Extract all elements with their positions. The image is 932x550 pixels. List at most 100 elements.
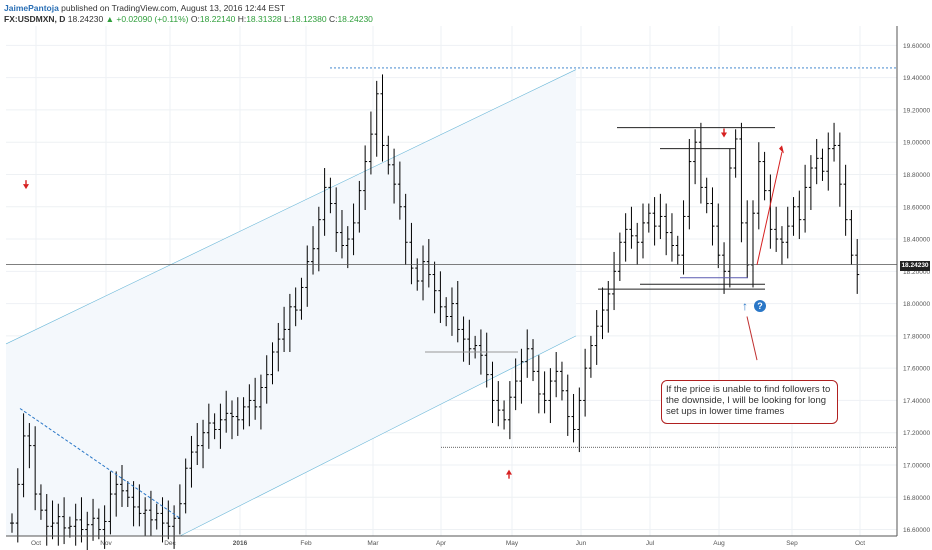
ohlc-bar bbox=[554, 352, 559, 398]
ohlc-bar bbox=[166, 500, 171, 540]
ohlc-bar bbox=[311, 226, 316, 275]
ohlc-bar bbox=[432, 261, 437, 314]
ohlc-bar bbox=[588, 335, 593, 378]
ohlc-bar bbox=[577, 387, 582, 453]
ohlc-bar bbox=[594, 310, 599, 365]
ohlc-bar bbox=[73, 503, 78, 546]
ohlc-bar bbox=[704, 177, 709, 214]
ohlc-bar bbox=[449, 287, 454, 336]
ohlc-bar bbox=[484, 332, 489, 388]
ohlc-bar bbox=[397, 161, 402, 220]
ohlc-bar bbox=[316, 206, 321, 272]
ohlc-bar bbox=[687, 138, 692, 230]
ohlc-bar bbox=[247, 384, 252, 427]
ohlc-bar bbox=[328, 177, 333, 214]
channel-fill bbox=[6, 69, 576, 536]
y-tick-label: 18.80000 bbox=[903, 172, 930, 179]
high-value: 18.31328 bbox=[246, 14, 282, 24]
publish-info: published on TradingView.com, August 13,… bbox=[58, 3, 286, 13]
ohlc-bar bbox=[380, 74, 385, 162]
ohlc-bar bbox=[386, 135, 391, 175]
ohlc-bar bbox=[438, 271, 443, 323]
annotation-lines bbox=[6, 67, 897, 519]
ohlc-bar bbox=[536, 355, 541, 414]
ohlc-bar bbox=[15, 468, 20, 543]
ohlc-bar bbox=[531, 339, 536, 382]
ohlc-bar bbox=[403, 193, 408, 265]
close-label: C: bbox=[328, 14, 338, 24]
price-change: ▲ +0.02090 (+0.11%) bbox=[105, 14, 189, 24]
low-label: L: bbox=[284, 14, 292, 24]
ohlc-bar bbox=[473, 335, 478, 359]
ohlc-bar bbox=[96, 508, 101, 540]
channel-upper-line bbox=[5, 69, 577, 345]
ohlc-bar bbox=[212, 413, 217, 440]
ohlc-bar bbox=[38, 484, 43, 520]
x-tick-label: Jun bbox=[576, 540, 587, 547]
ohlc-bar bbox=[276, 322, 281, 372]
ohlc-bar bbox=[368, 111, 373, 175]
ohlc-bar bbox=[79, 497, 84, 543]
ohlc-bar bbox=[421, 245, 426, 301]
ohlc-bar bbox=[756, 142, 761, 230]
y-tick-label: 17.20000 bbox=[903, 430, 930, 437]
ohlc-bar bbox=[183, 458, 188, 514]
ohlc-bar bbox=[339, 209, 344, 259]
ohlc-bar bbox=[455, 281, 460, 343]
ohlc-bar bbox=[56, 503, 61, 546]
ohlc-bar bbox=[803, 164, 808, 233]
projection-line bbox=[756, 151, 783, 265]
ohlc-bar bbox=[264, 355, 269, 404]
symbol-line: FX:USDMXN, D 18.24230 ▲ +0.02090 (+0.11%… bbox=[4, 14, 373, 24]
ohlc-bar bbox=[206, 403, 211, 449]
ohlc-bar bbox=[641, 203, 646, 259]
ohlc-bar bbox=[102, 505, 107, 549]
y-tick-label: 19.00000 bbox=[903, 140, 930, 147]
ohlc-bar bbox=[10, 513, 14, 533]
ohlc-bar bbox=[392, 148, 397, 204]
y-tick-label: 19.40000 bbox=[903, 75, 930, 82]
x-tick-label: Mar bbox=[367, 540, 379, 547]
x-tick-label: Aug bbox=[713, 540, 725, 547]
ohlc-bar bbox=[229, 400, 234, 440]
open-label: O: bbox=[190, 14, 200, 24]
high-label: H: bbox=[237, 14, 247, 24]
ohlc-bar bbox=[565, 374, 570, 436]
x-tick-label: Nov bbox=[100, 540, 112, 547]
ohlc-bar bbox=[525, 329, 530, 378]
ohlc-bar bbox=[727, 148, 732, 288]
author-link[interactable]: JaimePantoja bbox=[4, 3, 59, 13]
ohlc-bar bbox=[542, 371, 547, 414]
ohlc-bar bbox=[27, 423, 32, 469]
ohlc-bar bbox=[635, 222, 640, 265]
ohlc-bar bbox=[571, 393, 576, 443]
question-icon[interactable]: ? bbox=[754, 300, 766, 312]
ohlc-bar bbox=[583, 348, 588, 417]
ohlc-bar bbox=[114, 471, 119, 517]
ohlc-bar bbox=[21, 413, 26, 498]
ohlc-bar bbox=[444, 297, 449, 327]
ohlc-bar bbox=[606, 281, 611, 333]
ohlc-bar bbox=[258, 374, 263, 430]
ohlc-bar bbox=[797, 190, 802, 240]
y-tick-label: 18.60000 bbox=[903, 204, 930, 211]
ohlc-bar bbox=[820, 148, 825, 181]
y-tick-label: 18.40000 bbox=[903, 237, 930, 244]
ohlc-bar bbox=[837, 132, 842, 207]
ohlc-bar bbox=[351, 203, 356, 256]
y-tick-label: 16.60000 bbox=[903, 527, 930, 534]
ohlc-bar bbox=[67, 516, 72, 538]
publish-line: JaimePantoja published on TradingView.co… bbox=[4, 3, 285, 13]
ohlc-bar bbox=[507, 381, 512, 440]
ohlc-bar bbox=[617, 232, 622, 281]
ohlc-bar bbox=[751, 200, 756, 288]
note-pointer-line bbox=[746, 316, 758, 361]
symbol-label: FX:USDMXN, D bbox=[4, 14, 66, 24]
ohlc-bar bbox=[224, 390, 229, 433]
red-up-arrow-icon bbox=[506, 469, 512, 475]
ohlc-bar bbox=[496, 381, 501, 427]
x-tick-label: Oct bbox=[31, 540, 41, 547]
ohlc-bar bbox=[490, 361, 495, 424]
ohlc-bar bbox=[502, 400, 507, 430]
